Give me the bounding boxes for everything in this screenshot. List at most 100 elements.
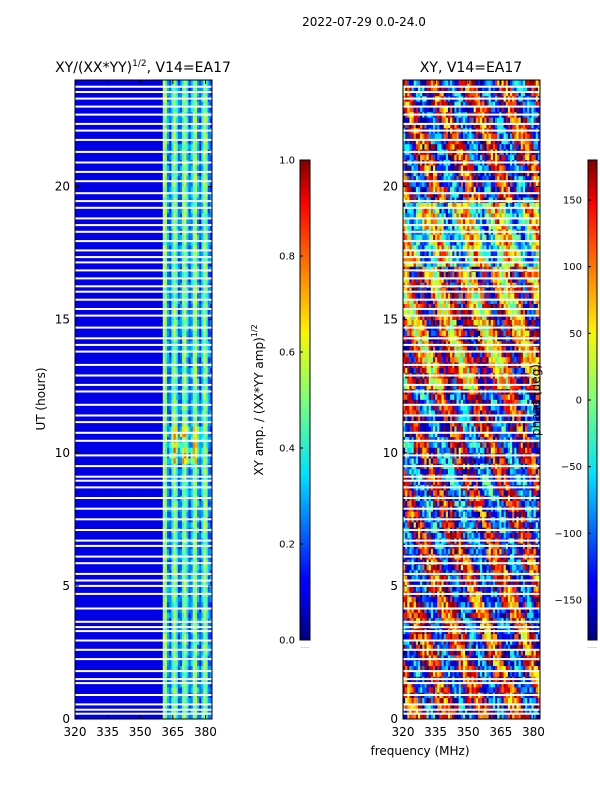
amplitude-cell: [177, 394, 181, 400]
amplitude-cell: [164, 303, 168, 310]
amplitude-cell: [192, 633, 196, 640]
amplitude-cell: [188, 665, 191, 672]
amplitude-cell: [190, 106, 194, 113]
phase-cell: [525, 649, 528, 656]
amplitude-cell: [177, 261, 181, 267]
amplitude-cell: [162, 165, 166, 171]
phase-cell: [516, 623, 519, 629]
phase-cell: [529, 601, 532, 608]
amplitude-cell: [175, 356, 179, 363]
amplitude-cell: [192, 639, 196, 645]
phase-cell: [482, 601, 485, 608]
amplitude-cell: [184, 165, 187, 171]
amplitude-cell: [201, 607, 204, 613]
amplitude-cell: [201, 101, 204, 107]
amplitude-cell: [177, 399, 181, 406]
amplitude-cell: [190, 468, 194, 475]
amplitude-cell: [177, 245, 181, 251]
amplitude-cell: [203, 426, 206, 432]
amplitude-cell: [203, 655, 206, 661]
amplitude-cell: [194, 117, 198, 123]
phase-cell: [527, 564, 530, 571]
phase-cell: [510, 580, 513, 587]
amplitude-cell: [207, 308, 211, 315]
amplitude-cell: [205, 170, 209, 177]
phase-cell: [420, 703, 423, 709]
phase-cell: [495, 575, 498, 581]
amplitude-cell: [205, 186, 209, 193]
amplitude-cell: [192, 575, 196, 581]
amplitude-cell: [205, 713, 209, 719]
amplitude-cell: [184, 633, 187, 640]
phase-cell: [529, 671, 532, 677]
phase-cell: [514, 548, 517, 555]
amplitude-cell: [177, 287, 181, 294]
phase-cell: [454, 649, 457, 656]
amplitude-cell: [184, 197, 187, 203]
amplitude-cell: [177, 468, 181, 475]
phase-cell: [473, 564, 477, 571]
phase-cell: [486, 623, 489, 629]
amplitude-cell: [167, 138, 170, 145]
amplitude-cell: [182, 202, 185, 209]
phase-cell: [458, 617, 462, 624]
phase-cell: [525, 569, 528, 576]
amplitude-cell: [209, 298, 212, 304]
amplitude-cell: [171, 564, 174, 571]
phase-cell: [533, 697, 537, 704]
phase-cell: [439, 708, 442, 714]
phase-cell: [450, 617, 453, 624]
amplitude-cell: [164, 138, 168, 145]
phase-cell: [495, 623, 498, 629]
amplitude-cell: [177, 351, 181, 358]
phase-cell: [437, 703, 440, 709]
phase-cell: [465, 607, 468, 613]
phase-cell: [514, 703, 517, 709]
phase-cell: [501, 697, 504, 704]
amplitude-cell: [192, 511, 196, 517]
amplitude-cell: [188, 175, 191, 182]
amplitude-cell: [179, 261, 183, 267]
amplitude-cell: [199, 122, 202, 129]
amplitude-cell: [167, 255, 170, 262]
phase-cell: [420, 607, 423, 613]
amplitude-cell: [203, 293, 206, 299]
phase-cell: [430, 580, 434, 587]
phase-cell: [480, 596, 483, 603]
amplitude-cell: [209, 585, 212, 592]
amplitude-cell: [177, 639, 181, 645]
amplitude-cell: [197, 490, 200, 496]
phase-cell: [460, 548, 464, 555]
amplitude-cell: [171, 410, 174, 416]
amplitude-cell: [162, 351, 166, 358]
amplitude-cell: [199, 250, 202, 257]
amplitude-cell: [182, 607, 185, 613]
phase-cell: [490, 575, 494, 581]
phase-cell: [415, 617, 419, 624]
phase-cell: [527, 671, 530, 677]
phase-cell: [492, 569, 496, 576]
amplitude-cell: [169, 356, 172, 363]
phase-cell: [426, 660, 429, 667]
amplitude-cell: [205, 447, 209, 454]
amplitude-cell: [209, 261, 212, 267]
phase-cell: [503, 601, 507, 608]
amplitude-cell: [175, 255, 179, 262]
data-gap: [75, 678, 212, 681]
amplitude-cell: [182, 511, 185, 517]
amplitude-cell: [167, 90, 170, 97]
phase-cell: [533, 665, 537, 672]
amplitude-cell: [184, 426, 187, 432]
phase-cell: [535, 687, 539, 693]
amplitude-cell: [207, 532, 211, 539]
phase-cell: [497, 665, 500, 672]
amplitude-cell: [194, 245, 198, 251]
phase-cell: [422, 649, 425, 656]
amplitude-cell: [209, 713, 212, 719]
phase-cell: [460, 708, 464, 714]
amplitude-cell: [167, 479, 170, 486]
phase-cell: [495, 564, 498, 571]
phase-cell: [437, 639, 440, 645]
amplitude-cell: [167, 351, 170, 358]
phase-heatmap: [403, 80, 540, 719]
